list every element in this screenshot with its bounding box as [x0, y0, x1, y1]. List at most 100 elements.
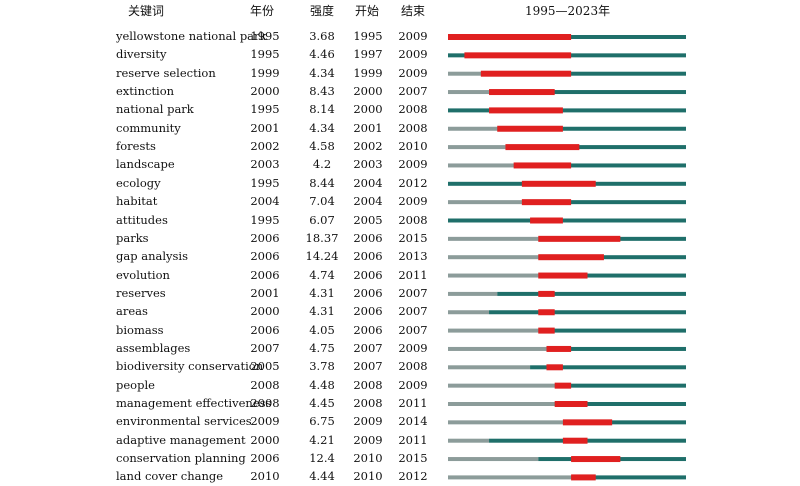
burst-segment	[505, 144, 580, 151]
pre-year-segment	[448, 291, 498, 296]
active-segment	[513, 163, 686, 168]
active-segment	[497, 291, 686, 296]
burst-segment	[554, 382, 572, 389]
strength-cell: 4.48	[309, 377, 335, 392]
begin-cell: 1995	[353, 29, 383, 43]
year-cell: 2005	[250, 359, 280, 374]
pre-year-segment	[448, 71, 481, 76]
begin-cell: 2007	[353, 359, 383, 374]
year-cell: 2006	[250, 267, 280, 282]
year-cell: 2009	[250, 414, 280, 429]
active-segment	[448, 108, 686, 113]
keyword-cell: community	[116, 120, 181, 135]
pre-year-segment	[448, 438, 490, 443]
end-cell: 2014	[398, 414, 428, 429]
year-cell: 2000	[250, 432, 280, 447]
active-segment	[562, 420, 686, 425]
burst-segment	[546, 364, 563, 371]
end-cell: 2011	[398, 396, 428, 410]
keyword-cell: adaptive management	[116, 432, 246, 447]
begin-cell: 2008	[353, 377, 383, 392]
end-cell: 2007	[398, 285, 428, 300]
strength-cell: 4.21	[309, 432, 335, 447]
end-cell: 2009	[398, 29, 428, 43]
strength-cell: 8.44	[309, 175, 335, 190]
pre-year-segment	[448, 328, 539, 333]
keyword-cell: landscape	[116, 157, 175, 172]
keyword-cell: gap analysis	[116, 249, 189, 264]
keyword-cell: yellowstone national park	[116, 29, 267, 43]
keyword-cell: ecology	[116, 175, 161, 190]
begin-cell: 2007	[353, 340, 383, 355]
keyword-cell: areas	[116, 304, 148, 319]
burst-segment	[538, 327, 555, 334]
begin-cell: 2010	[353, 469, 383, 484]
burst-segment	[448, 34, 572, 40]
begin-cell: 2006	[353, 304, 383, 319]
end-cell: 2009	[398, 65, 428, 80]
end-cell: 2011	[398, 267, 428, 282]
pre-year-segment	[448, 475, 572, 480]
active-segment	[448, 218, 686, 223]
burst-segment	[546, 345, 572, 352]
strength-cell: 12.4	[309, 451, 335, 466]
active-segment	[554, 383, 686, 388]
begin-cell: 2004	[353, 175, 383, 190]
burst-segment	[513, 162, 572, 169]
pre-year-segment	[448, 145, 506, 150]
year-cell: 2006	[250, 230, 280, 245]
active-segment	[521, 200, 686, 205]
burst-segment	[521, 180, 596, 187]
end-cell: 2009	[398, 340, 428, 355]
year-cell: 2006	[250, 322, 280, 337]
burst-segment	[521, 199, 572, 206]
year-cell: 1995	[250, 212, 280, 227]
active-segment	[505, 145, 686, 150]
active-segment	[497, 126, 686, 131]
burst-segment	[538, 254, 604, 261]
strength-cell: 4.74	[309, 267, 335, 282]
keyword-cell: management effectiveness	[116, 396, 272, 410]
pre-year-segment	[448, 200, 522, 205]
active-segment	[489, 90, 686, 95]
year-cell: 2001	[250, 120, 280, 135]
keyword-cell: reserve selection	[116, 65, 216, 80]
strength-cell: 3.78	[309, 359, 335, 374]
burst-segment	[538, 235, 621, 242]
active-segment	[538, 328, 686, 333]
pre-year-segment	[448, 346, 547, 351]
begin-cell: 1997	[353, 47, 383, 62]
strength-cell: 4.44	[309, 469, 335, 484]
burst-segment	[538, 272, 588, 279]
active-segment	[530, 365, 686, 370]
keyword-cell: parks	[116, 230, 149, 245]
strength-cell: 4.2	[312, 157, 332, 172]
keyword-cell: assemblages	[116, 340, 191, 355]
burst-segment	[562, 419, 613, 426]
year-cell: 1995	[250, 175, 280, 190]
end-cell: 2008	[398, 120, 428, 135]
begin-cell: 2000	[353, 102, 383, 117]
keyword-cell: biodiversity conservation	[116, 359, 264, 374]
begin-cell: 2006	[353, 267, 383, 282]
header-timeline: 1995—2023年	[525, 4, 611, 18]
strength-cell: 4.46	[309, 47, 335, 62]
end-cell: 2009	[398, 377, 428, 392]
burst-segment	[464, 52, 572, 59]
end-cell: 2007	[398, 304, 428, 319]
begin-cell: 2000	[353, 84, 383, 99]
pre-year-segment	[448, 236, 539, 241]
keyword-cell: evolution	[116, 267, 170, 282]
header-strength: 强度	[310, 4, 335, 18]
header-begin: 开始	[355, 4, 380, 18]
strength-cell: 4.31	[309, 285, 335, 300]
year-cell: 2006	[250, 249, 280, 264]
keyword-cell: attitudes	[116, 212, 168, 227]
end-cell: 2009	[398, 157, 428, 172]
year-cell: 1995	[250, 102, 280, 117]
year-cell: 2001	[250, 285, 280, 300]
pre-year-segment	[448, 310, 490, 315]
begin-cell: 2006	[353, 285, 383, 300]
end-cell: 2013	[398, 249, 428, 264]
header-keyword: 关键词	[128, 4, 165, 18]
